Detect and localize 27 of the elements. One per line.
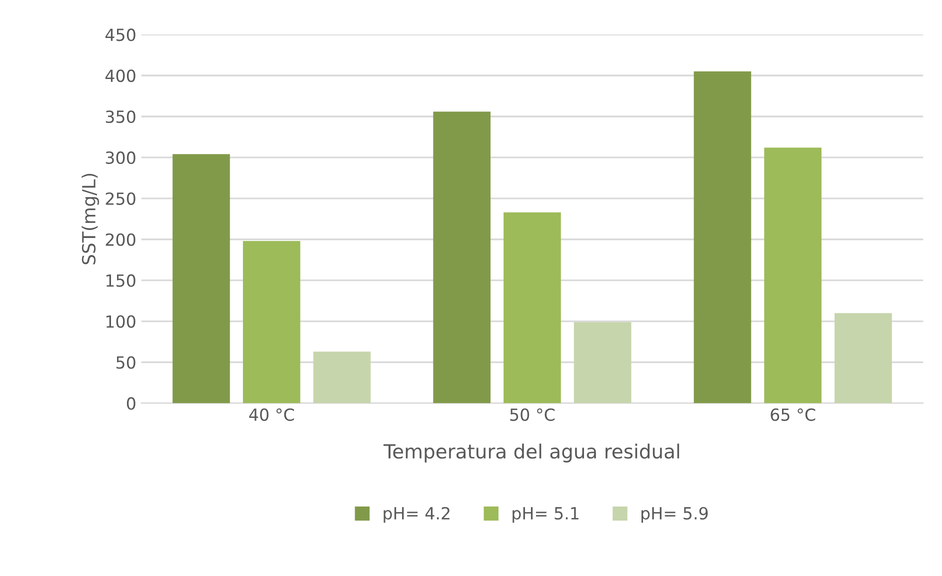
legend-label: pH= 5.1: [512, 507, 578, 523]
y-tick-label: 400: [105, 69, 136, 82]
y-tick-label: 50: [116, 356, 136, 369]
y-tick-label: 450: [105, 28, 136, 42]
bar: [834, 313, 892, 404]
bar: [764, 148, 822, 404]
x-tick-label: 50 °C: [510, 408, 555, 421]
bar: [694, 71, 752, 404]
x-tick-label: 65 °C: [770, 408, 816, 421]
bar: [172, 154, 230, 404]
bar: [504, 212, 561, 404]
y-tick-label: 150: [106, 274, 136, 287]
y-tick-label: 250: [106, 192, 136, 205]
x-axis-title: Temperatura del agua residual: [384, 444, 680, 462]
y-tick-label: 100: [106, 315, 136, 328]
legend-label: pH= 5.9: [642, 506, 708, 523]
y-tick-label: 350: [106, 110, 136, 124]
y-tick-label: 300: [106, 151, 136, 164]
y-tick-label: 200: [106, 233, 136, 246]
legend-label: pH= 4.2: [384, 506, 450, 523]
y-axis-title: SST(mg/L): [82, 174, 100, 264]
x-tick-label: 40 °C: [249, 408, 294, 421]
bar: [574, 322, 632, 404]
bar: [242, 241, 300, 404]
y-tick-label: 0: [126, 397, 136, 410]
bar: [433, 112, 491, 404]
bar: [313, 352, 371, 404]
